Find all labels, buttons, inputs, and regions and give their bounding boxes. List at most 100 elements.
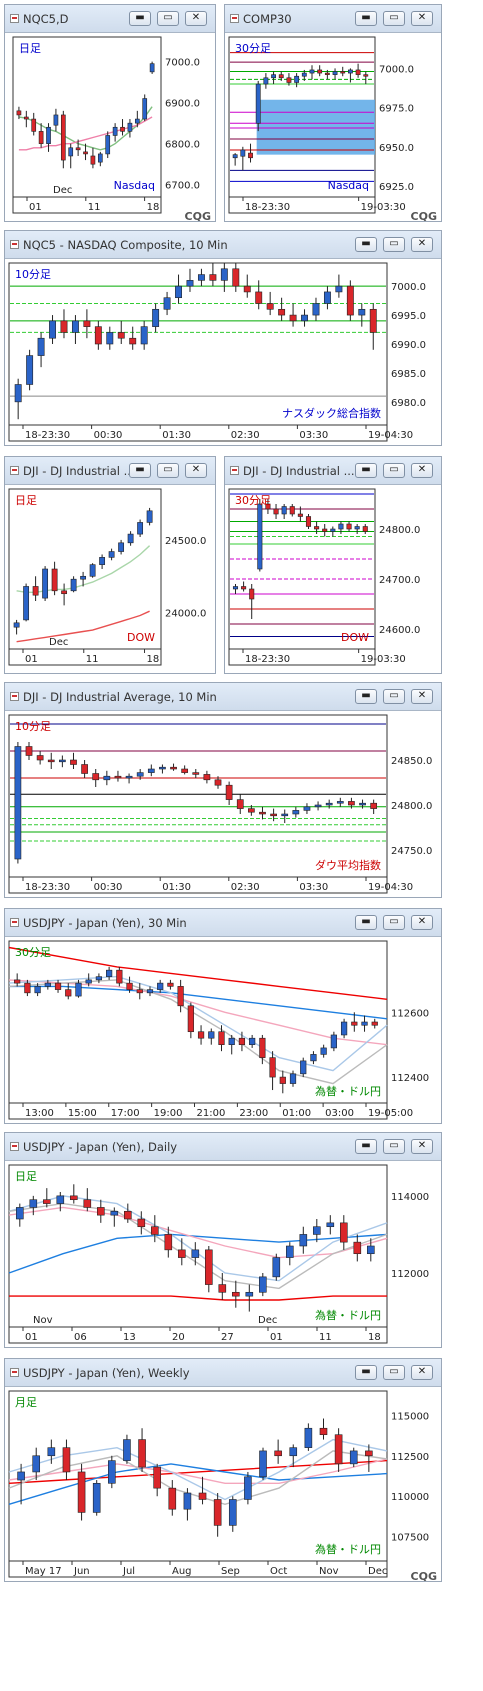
close-button[interactable]: ✕ [185, 11, 207, 26]
price-chart: 115000 112500 110000 107500 May 17 Jun Jul Aug S… [8, 1390, 437, 1581]
candle-body [228, 1037, 235, 1045]
title-bar[interactable]: DJI - DJ Industrial ... ▬ ▭ ✕ [5, 457, 215, 485]
close-button[interactable]: ✕ [411, 237, 433, 252]
x-axis [8, 648, 162, 666]
candle-body [228, 1499, 237, 1526]
period-label: 30分足 [15, 946, 51, 959]
x-tick-label: 19-03:30 [361, 654, 406, 665]
window-title: DJI - DJ Industrial ... [243, 464, 355, 478]
candle-body [90, 155, 96, 165]
price-chart: 24500.0 24000.0 01 11 18 Dec 日足 DOW [8, 488, 206, 666]
minimize-button[interactable]: ▬ [355, 237, 377, 252]
candle-body [186, 280, 194, 287]
plot-area [8, 1164, 388, 1328]
minimize-button[interactable]: ▬ [355, 1139, 377, 1154]
close-button[interactable]: ✕ [411, 915, 433, 930]
minimize-button[interactable]: ▬ [355, 1365, 377, 1380]
app-icon [10, 1142, 19, 1151]
title-bar[interactable]: USDJPY - Japan (Yen), Daily ▬ ▭ ✕ [5, 1133, 441, 1161]
candle-body [273, 508, 279, 515]
y-tick-label: 6800.0 [165, 140, 200, 151]
maximize-button[interactable]: ▭ [157, 11, 179, 26]
title-bar[interactable]: DJI - DJ Industrial Average, 10 Min ▬ ▭ ✕ [5, 683, 441, 711]
x-tick-label: 27 [221, 1332, 234, 1343]
chart-caption: 為替・ドル円 [315, 1308, 381, 1322]
title-bar[interactable]: DJI - DJ Industrial ... ▬ ▭ ✕ [225, 457, 441, 485]
close-button[interactable]: ✕ [411, 689, 433, 704]
app-icon [10, 1368, 19, 1377]
x-tick-label: 02:30 [231, 430, 260, 441]
candle-body [167, 982, 174, 987]
minimize-button[interactable]: ▬ [129, 463, 151, 478]
close-button[interactable]: ✕ [411, 1365, 433, 1380]
minimize-button[interactable]: ▬ [355, 463, 377, 478]
candle-body [38, 131, 44, 144]
candle-body [14, 746, 22, 860]
x-tick-label: 02:30 [231, 882, 260, 893]
price-chart: 114000 112000 01 06 13 20 27 01 11 18 Nov Dec 日足為替・ド… [8, 1164, 429, 1344]
x-tick-label: 11 [88, 202, 101, 213]
candle-body [249, 588, 255, 600]
candle-body [95, 976, 103, 981]
title-bar[interactable]: USDJPY - Japan (Yen), 30 Min ▬ ▭ ✕ [5, 909, 441, 937]
minimize-button[interactable]: ▬ [129, 11, 151, 26]
maximize-button[interactable]: ▭ [157, 463, 179, 478]
x-tick-label: 01 [29, 202, 42, 213]
candle-body [351, 1021, 358, 1026]
candle-body [255, 83, 261, 124]
x-tick-label: 11 [86, 654, 99, 665]
title-bar[interactable]: NQC5 - NASDAQ Composite, 10 Min ▬ ▭ ✕ [5, 231, 441, 259]
close-button[interactable]: ✕ [411, 1139, 433, 1154]
minimize-button[interactable]: ▬ [355, 689, 377, 704]
candle-body [289, 506, 295, 515]
minimize-button[interactable]: ▬ [355, 11, 377, 26]
candle-body [149, 63, 155, 73]
y-tick-label: 24750.0 [391, 846, 432, 857]
candle-body [289, 1073, 297, 1084]
app-icon [10, 14, 19, 23]
chart-window-dji-30min: DJI - DJ Industrial ... ▬ ▭ ✕ 24800.0 24700… [224, 456, 442, 674]
x-tick-label: Sep [221, 1566, 240, 1577]
window-title: COMP30 [243, 12, 292, 26]
candle-body [44, 982, 51, 987]
title-bar[interactable]: USDJPY - Japan (Yen), Weekly ▬ ▭ ✕ [5, 1359, 441, 1387]
candle-body [168, 1487, 177, 1510]
candle-body [353, 1241, 362, 1255]
y-tick-label: 112600 [391, 1008, 429, 1019]
minimize-button[interactable]: ▬ [355, 915, 377, 930]
candle-body [310, 1054, 317, 1062]
x-tick-label: 23:00 [239, 1108, 268, 1119]
maximize-button[interactable]: ▭ [383, 1365, 405, 1380]
x-tick-label: 01 [25, 1332, 38, 1343]
y-tick-label: 7000.0 [165, 58, 200, 69]
window-title: DJI - DJ Industrial Average, 10 Min [23, 690, 217, 704]
maximize-button[interactable]: ▭ [383, 237, 405, 252]
candle-body [330, 1034, 337, 1049]
chart-window-nqc5-daily: NQC5,D ▬ ▭ ✕ 7000.0 6900.0 6800.0 6700.0 01 11 1… [4, 4, 216, 222]
candle-body [62, 1447, 71, 1473]
close-button[interactable]: ✕ [411, 11, 433, 26]
candle-body [170, 766, 177, 770]
maximize-button[interactable]: ▭ [383, 463, 405, 478]
title-bar[interactable]: NQC5,D ▬ ▭ ✕ [5, 5, 215, 33]
x-tick-label: 01:30 [162, 430, 191, 441]
maximize-button[interactable]: ▭ [383, 1139, 405, 1154]
maximize-button[interactable]: ▭ [383, 689, 405, 704]
maximize-button[interactable]: ▭ [383, 11, 405, 26]
close-button[interactable]: ✕ [185, 463, 207, 478]
candle-body [13, 622, 20, 628]
candle-body [281, 506, 287, 515]
title-bar[interactable]: COMP30 ▬ ▭ ✕ [225, 5, 441, 33]
price-chart: 112600 112400 13:00 15:00 17:00 19:00 21:00 23:… [8, 940, 429, 1120]
candle-body [70, 759, 77, 765]
moving-average-line [8, 1459, 388, 1484]
candle-body [263, 77, 269, 85]
close-button[interactable]: ✕ [411, 463, 433, 478]
x-axis [8, 876, 388, 894]
moving-average-line [8, 979, 388, 1046]
y-tick-label: 6700.0 [165, 181, 200, 192]
candle-body [335, 285, 343, 293]
maximize-button[interactable]: ▭ [383, 915, 405, 930]
chart-caption: Nasdaq [328, 179, 369, 192]
moving-average-line [16, 610, 150, 643]
